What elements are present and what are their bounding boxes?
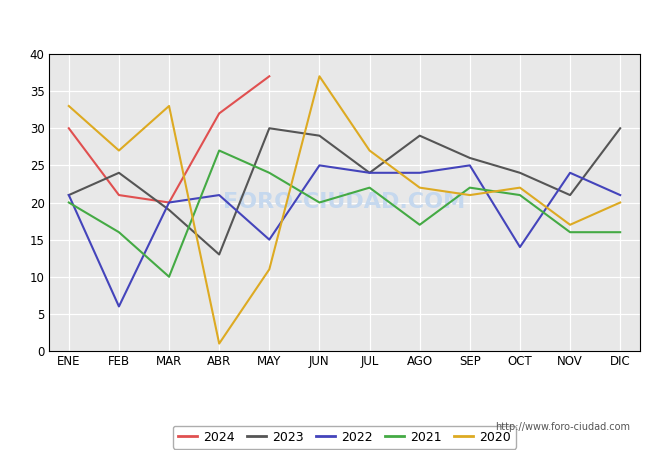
Text: FORO-CIUDAD.COM: FORO-CIUDAD.COM [224, 193, 465, 212]
Text: http://www.foro-ciudad.com: http://www.foro-ciudad.com [495, 422, 630, 432]
Text: Matriculaciones de Vehiculos en Sa Pobla: Matriculaciones de Vehiculos en Sa Pobla [154, 14, 496, 32]
Legend: 2024, 2023, 2022, 2021, 2020: 2024, 2023, 2022, 2021, 2020 [173, 426, 516, 449]
